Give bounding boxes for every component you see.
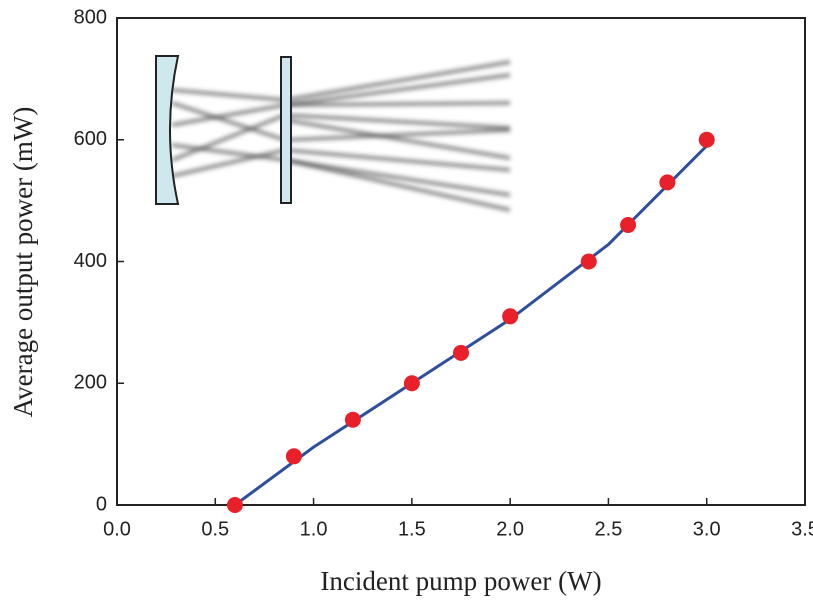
y-tick-label: 600 <box>74 128 107 150</box>
x-tick-label: 2.0 <box>496 518 524 540</box>
concave-mirror <box>155 55 180 205</box>
y-tick-label: 200 <box>74 372 107 394</box>
beams <box>171 60 511 212</box>
data-point <box>580 253 597 270</box>
data-point <box>620 216 637 233</box>
x-tick-label: 3.5 <box>791 518 813 540</box>
data-point <box>226 497 243 513</box>
x-tick-label: 1.5 <box>398 518 426 540</box>
data-point <box>502 308 519 325</box>
x-tick-label: 1.0 <box>300 518 328 540</box>
data-point <box>403 375 420 392</box>
y-tick-label: 0 <box>96 493 107 515</box>
y-axis-label: Average output power (mW) <box>8 107 38 418</box>
x-tick-label: 0.5 <box>201 518 229 540</box>
data-point <box>344 411 361 428</box>
x-tick-label: 2.5 <box>595 518 623 540</box>
x-tick-label: 3.0 <box>693 518 721 540</box>
cavity-inset <box>155 55 511 212</box>
plot-frame <box>116 17 806 506</box>
data-point <box>698 131 715 148</box>
x-axis-label: Incident pump power (W) <box>320 566 601 596</box>
data-point <box>659 174 676 191</box>
output-coupler <box>280 56 292 204</box>
data-point <box>285 448 302 465</box>
data-point <box>453 344 469 361</box>
x-tick-label: 0.0 <box>103 518 131 540</box>
y-tick-label: 800 <box>74 6 107 28</box>
y-tick-label: 400 <box>74 250 107 272</box>
